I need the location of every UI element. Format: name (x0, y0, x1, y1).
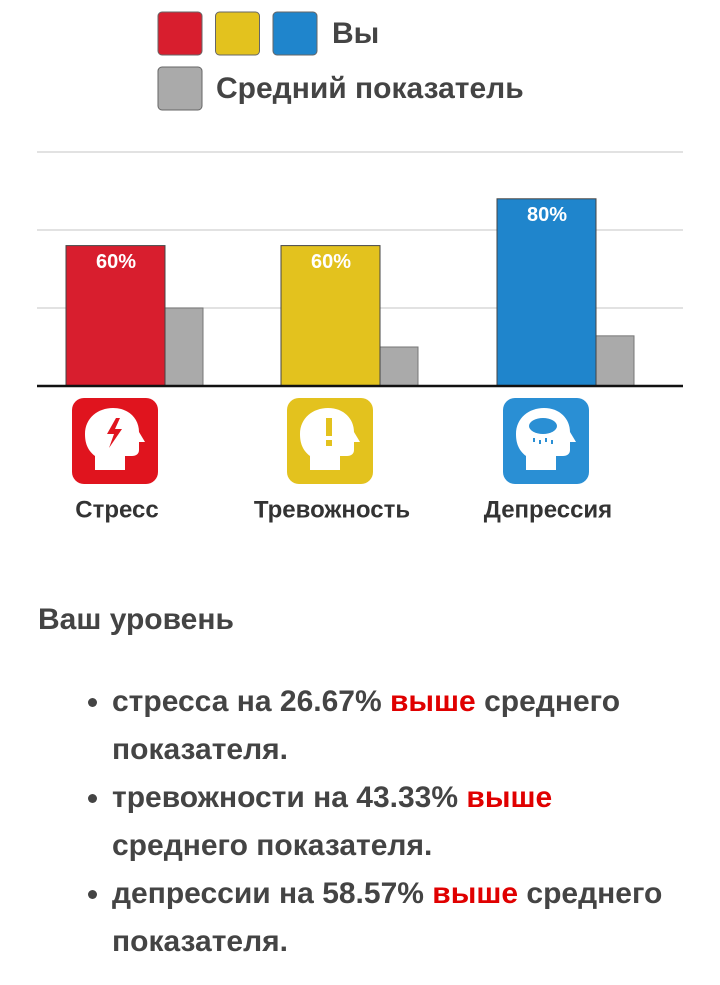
item-highlight: выше (432, 877, 519, 910)
anxiety-head (300, 408, 360, 470)
bar (280, 245, 381, 387)
stress-bolt (107, 418, 122, 448)
anxiety-dot (326, 440, 332, 446)
item-rest: среднего показателя. (112, 877, 663, 958)
item-rest: среднего показателя. (112, 829, 433, 862)
x-tick-label: Стресс (75, 496, 158, 523)
value-label: 60% (311, 251, 351, 273)
bar (65, 245, 166, 387)
legend-swatch (157, 11, 203, 56)
value-label: 80% (527, 204, 567, 226)
item-text: тревожности на 43.33% (112, 781, 459, 814)
legend-swatch (272, 11, 318, 56)
bar (595, 335, 635, 387)
x-tick-label: Тревожность (254, 496, 410, 523)
item-rest: среднего показателя. (112, 685, 621, 766)
bar (379, 346, 419, 387)
summary-heading: Ваш уровень (38, 603, 234, 636)
legend-swatch (215, 11, 260, 56)
summary-item: стресса на 26.67% выше среднего показате… (112, 678, 688, 774)
value-label: 60% (96, 251, 136, 273)
item-text: стресса на 26.67% (112, 685, 382, 718)
anxiety-mark (326, 418, 332, 436)
summary-list: стресса на 26.67% выше среднего показате… (38, 678, 688, 966)
legend-label: Средний показатель (216, 72, 524, 105)
chart: Вы Средний показатель 60% Стресс 60% Тревожно… (37, 11, 683, 523)
summary: Ваш уровень стресса на 26.67% выше средн… (38, 596, 688, 966)
item-highlight: выше (466, 781, 553, 814)
summary-item: тревожности на 43.33% выше среднего пока… (112, 774, 688, 870)
depression-rain (533, 438, 553, 444)
depression-cloud (529, 418, 557, 434)
x-tick-label: Депрессия (484, 496, 612, 523)
bar (164, 307, 204, 387)
icons (72, 398, 589, 484)
item-highlight: выше (389, 685, 476, 718)
legend-swatch (157, 66, 203, 111)
legend-label: Вы (332, 17, 379, 50)
bar (496, 198, 597, 387)
summary-item: депрессии на 58.57% выше среднего показа… (112, 870, 688, 966)
item-text: депрессии на 58.57% (112, 877, 424, 910)
